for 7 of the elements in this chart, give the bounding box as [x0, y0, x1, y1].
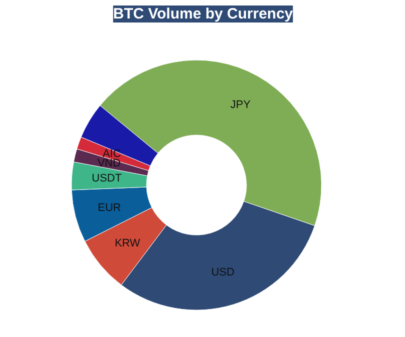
chart-title: BTC Volume by Currency: [113, 6, 294, 22]
slice-label: USDT: [92, 172, 122, 184]
slice-label: JPY: [230, 99, 252, 112]
slice-label: EUR: [98, 202, 122, 214]
slice-label: KRW: [114, 238, 141, 250]
slice-label: VND: [97, 157, 121, 170]
slice-label: USD: [211, 266, 235, 279]
